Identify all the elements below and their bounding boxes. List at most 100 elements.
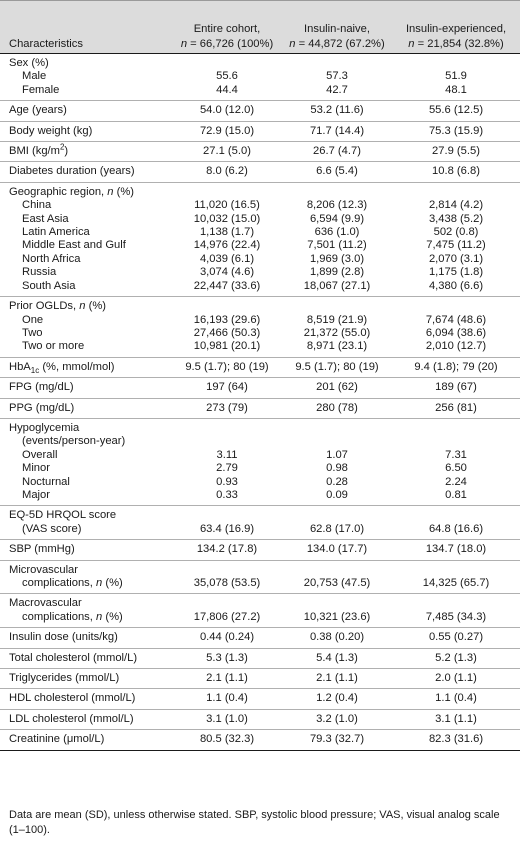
table-row-ppg: PPG (mg/dL) 273 (79) 280 (78) 256 (81) [0,397,520,419]
table-row-ogld-two-or-more: Two or more 10,981 (20.1) 8,971 (23.1) 2… [0,340,520,357]
row-label: complications, n (%) [0,577,172,594]
cell-entire: 134.2 (17.8) [172,539,282,561]
cell-experienced: 7.31 [445,448,467,461]
cell-experienced: 75.3 (15.9) [392,120,520,142]
table-row-body-weight: Body weight (kg) 72.9 (15.0) 71.7 (14.4)… [0,120,520,142]
table-row-female: Female 44.4 42.7 48.1 [0,84,520,101]
cell-experienced: 6.50 [445,462,467,475]
ogld-n: n [79,300,86,313]
cell-naive: 42.7 [326,83,348,96]
row-label: complications, n (%) [0,611,172,628]
cell-entire: 17,806 (27.2) [193,610,261,623]
table-row-east-asia: East Asia 10,032 (15.0) 6,594 (9.9) 3,43… [0,213,520,226]
cell-entire: 2.1 (1.1) [172,668,282,689]
row-label: PPG (mg/dL) [0,397,172,419]
header-n-value: = 66,726 (100%) [187,37,274,50]
row-label: Body weight (kg) [0,120,172,142]
row-label: One [22,313,44,326]
row-label: Microvascular [0,559,172,577]
row-label: Female [22,83,60,96]
table-row-triglycerides: Triglycerides (mmol/L) 2.1 (1.1) 2.1 (1.… [0,668,520,689]
table-row-microvascular: Microvascular [0,559,520,577]
table-row-ldl: LDL cholesterol (mmol/L) 3.1 (1.0) 3.2 (… [0,708,520,730]
cell-naive: 6,594 (9.9) [309,212,365,225]
header-insulin-experienced: Insulin-experienced, n = 21,854 (32.8%) [392,0,520,54]
header-col-title: Insulin-naive, [304,23,370,35]
row-label: Middle East and Gulf [22,239,126,252]
table-row-total-cholesterol: Total cholesterol (mmol/L) 5.3 (1.3) 5.4… [0,647,520,669]
header-col-title: Entire cohort, [193,23,261,35]
row-label: Insulin dose (units/kg) [0,627,172,649]
cell-naive: 7,501 (11.2) [307,239,367,252]
cell-entire: 35,078 (53.5) [193,577,261,589]
cell-experienced: 6,094 (38.6) [425,326,487,339]
cell-naive: 20,753 (47.5) [303,577,371,589]
region-label: Geographic region, [9,185,108,198]
row-label: HbA1c (%, mmol/mol) [0,356,172,378]
cell-entire: 22,447 (33.6) [193,279,261,292]
row-label: SBP (mmHg) [0,539,172,561]
header-entire-cohort: Entire cohort, n = 66,726 (100%) [172,0,282,54]
cell-naive: 57.3 [326,70,348,83]
cell-naive: 0.28 [326,475,348,488]
header-n-label: n [289,37,296,50]
cell-experienced: 10.8 (6.8) [392,161,520,183]
cell-experienced: 1,175 (1.8) [428,266,484,279]
table-row-eq5d: EQ-5D HRQOL score [0,505,520,523]
row-label: (events/person-year) [22,435,126,448]
cell-entire: 14,976 (22.4) [193,239,261,252]
bmi-label: BMI (kg/m [9,145,60,158]
cell-entire: 197 (64) [172,377,282,399]
row-label: (VAS score) [22,522,82,535]
table-row-hypoglycemia-unit: (events/person-year) [0,435,520,448]
hba1c-label: HbA [9,360,31,373]
cell-naive: 8,206 (12.3) [306,199,368,212]
cell-experienced: 64.8 (16.6) [428,522,484,535]
cell-naive: 26.7 (4.7) [282,141,392,162]
cell-naive: 79.3 (32.7) [282,729,392,751]
header-n-label: n [180,37,188,50]
header-n-value: = 21,854 (32.8%) [414,37,504,50]
row-label: East Asia [22,212,69,225]
table-row-prior-oglds: Prior OGLDs, n (%) [0,296,520,314]
row-label: FPG (mg/dL) [0,377,172,399]
ogld-label-end: (%) [85,300,106,313]
row-label: Macrovascular [0,593,172,611]
cell-experienced: 1.1 (0.4) [392,688,520,710]
row-label: Male [22,70,47,83]
table-row-hypoglycemia: Hypoglycemia [0,417,520,436]
cell-entire: 8.0 (6.2) [172,161,282,183]
cell-naive: 0.38 (0.20) [282,627,392,649]
header-col-title: Insulin-experienced, [405,23,507,35]
cell-naive: 1,969 (3.0) [309,252,365,265]
table-row-eq5d-vas: (VAS score) 63.4 (16.9) 62.8 (17.0) 64.8… [0,523,520,540]
table-row-latin-america: Latin America 1,138 (1.7) 636 (1.0) 502 … [0,226,520,239]
cell-naive: 1,899 (2.8) [309,266,365,279]
bmi-label-end: ) [64,145,69,158]
cell-experienced: 7,674 (48.6) [425,313,487,326]
cell-entire: 10,981 (20.1) [193,340,261,353]
cell-naive: 636 (1.0) [314,226,360,239]
cell-entire: 27,466 (50.3) [193,326,261,339]
micro-n: n [96,577,103,589]
cell-entire: 27.1 (5.0) [172,141,282,162]
table-row-ogld-two: Two 27,466 (50.3) 21,372 (55.0) 6,094 (3… [0,327,520,340]
table-row-ogld-one: One 16,193 (29.6) 8,519 (21.9) 7,674 (48… [0,314,520,327]
cell-naive: 1.2 (0.4) [282,688,392,710]
table-row-hypo-major: Major 0.33 0.09 0.81 [0,489,520,506]
cell-entire: 54.0 (12.0) [172,100,282,122]
cell-entire: 4,039 (6.1) [199,252,255,265]
ogld-label: Prior OGLDs, [9,300,80,313]
cell-experienced: 48.1 [445,83,467,96]
table-row-fpg: FPG (mg/dL) 197 (64) 201 (62) 189 (67) [0,377,520,399]
table-row-male: Male 55.6 57.3 51.9 [0,70,520,83]
table-row-south-asia: South Asia 22,447 (33.6) 18,067 (27.1) 4… [0,280,520,297]
cell-experienced: 3,438 (5.2) [428,212,484,225]
header-insulin-naive: Insulin-naive, n = 44,872 (67.2%) [282,0,392,54]
row-label: Latin America [22,226,90,239]
cell-entire: 0.33 [216,488,238,501]
row-label: HDL cholesterol (mmol/L) [0,688,172,710]
row-label: China [22,199,52,212]
row-label: BMI (kg/m2) [0,141,172,162]
